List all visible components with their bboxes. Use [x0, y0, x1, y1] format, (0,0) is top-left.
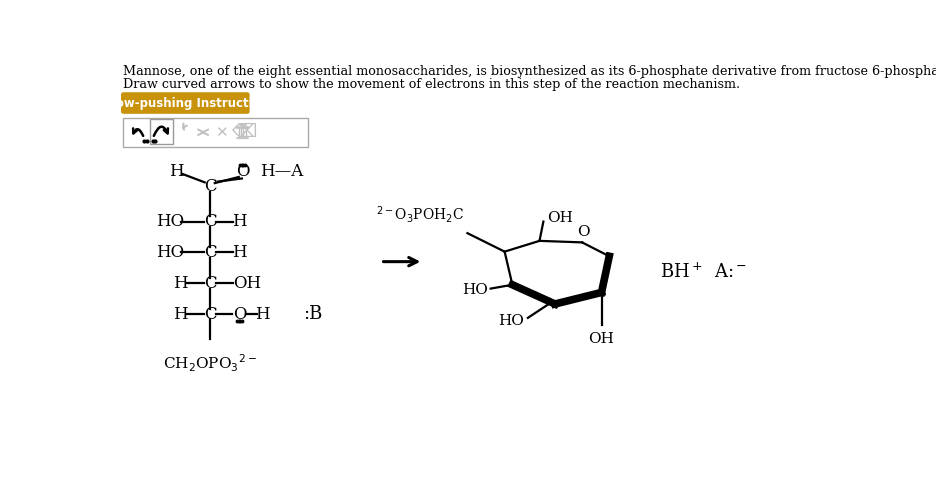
Text: H—A: H—A	[259, 163, 302, 180]
Text: :B: :B	[303, 305, 322, 323]
FancyBboxPatch shape	[121, 92, 249, 114]
Text: OH: OH	[233, 275, 261, 292]
Text: $^{2-}$O$_3$POH$_2$C: $^{2-}$O$_3$POH$_2$C	[376, 204, 464, 226]
FancyBboxPatch shape	[150, 119, 173, 144]
Text: ⌫: ⌫	[230, 123, 256, 141]
Text: H: H	[169, 163, 183, 180]
Text: O: O	[232, 305, 246, 323]
Text: H: H	[173, 275, 188, 292]
Text: HO: HO	[155, 244, 183, 261]
Text: Draw curved arrows to show the movement of electrons in this step of the reactio: Draw curved arrows to show the movement …	[124, 78, 739, 91]
FancyArrowPatch shape	[183, 123, 186, 130]
Text: C: C	[204, 275, 216, 292]
Text: HO: HO	[461, 283, 487, 297]
Text: Mannose, one of the eight essential monosaccharides, is biosynthesized as its 6-: Mannose, one of the eight essential mono…	[124, 65, 936, 78]
Text: CH$_2$OPO$_3$$^{2-}$: CH$_2$OPO$_3$$^{2-}$	[163, 352, 256, 374]
Text: BH$^+$: BH$^+$	[659, 262, 702, 281]
Text: O: O	[236, 163, 249, 180]
Text: A:$^-$: A:$^-$	[713, 263, 746, 281]
FancyBboxPatch shape	[124, 118, 307, 147]
Text: H: H	[232, 244, 246, 261]
Text: Arrow-pushing Instructions: Arrow-pushing Instructions	[95, 96, 275, 109]
FancyArrowPatch shape	[154, 127, 168, 136]
Text: C: C	[204, 305, 216, 323]
FancyArrowPatch shape	[133, 128, 143, 136]
Text: HO: HO	[498, 314, 523, 328]
Text: OH: OH	[547, 211, 573, 225]
Text: ✕: ✕	[214, 125, 227, 140]
Text: C: C	[204, 213, 216, 230]
Text: C: C	[204, 244, 216, 261]
Text: OH: OH	[588, 333, 614, 347]
Text: O: O	[577, 225, 590, 239]
Text: H: H	[256, 305, 270, 323]
Text: C: C	[204, 179, 216, 195]
Text: H: H	[232, 213, 246, 230]
Text: HO: HO	[155, 213, 183, 230]
Text: H: H	[173, 305, 188, 323]
